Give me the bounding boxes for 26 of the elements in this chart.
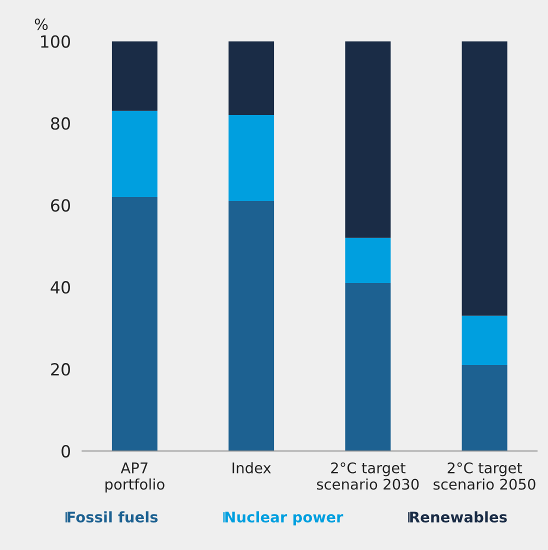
x-tick-label: 2°C target scenario 2050: [434, 462, 536, 490]
bar: [462, 316, 508, 365]
bar: [112, 110, 158, 197]
legend-label: Renewables: [410, 511, 507, 523]
bar: [345, 41, 391, 238]
y-tick-label: 20: [51, 363, 70, 376]
legend-label: Fossil fuels: [68, 511, 158, 523]
bar: [228, 201, 274, 451]
bar: [345, 238, 391, 284]
y-tick-label: 100: [41, 35, 70, 48]
bar: [112, 196, 158, 451]
bar: [228, 41, 274, 116]
bar: [112, 41, 158, 111]
legend-label: Nuclear power: [225, 511, 344, 526]
y-tick-label: 40: [50, 281, 70, 294]
x-tick-label: AP7 portfolio: [106, 462, 164, 493]
x-tick-label: Index: [232, 462, 271, 474]
y-tick-label: 0: [62, 444, 70, 458]
y-axis-title: %: [34, 18, 48, 30]
x-tick-label: 2°C target scenario 2030: [316, 462, 419, 490]
y-tick-label: 60: [51, 199, 70, 212]
bar: [462, 41, 508, 316]
bar: [228, 115, 274, 202]
y-tick-label: 80: [51, 117, 70, 130]
bar: [345, 283, 391, 451]
bar: [462, 364, 508, 451]
